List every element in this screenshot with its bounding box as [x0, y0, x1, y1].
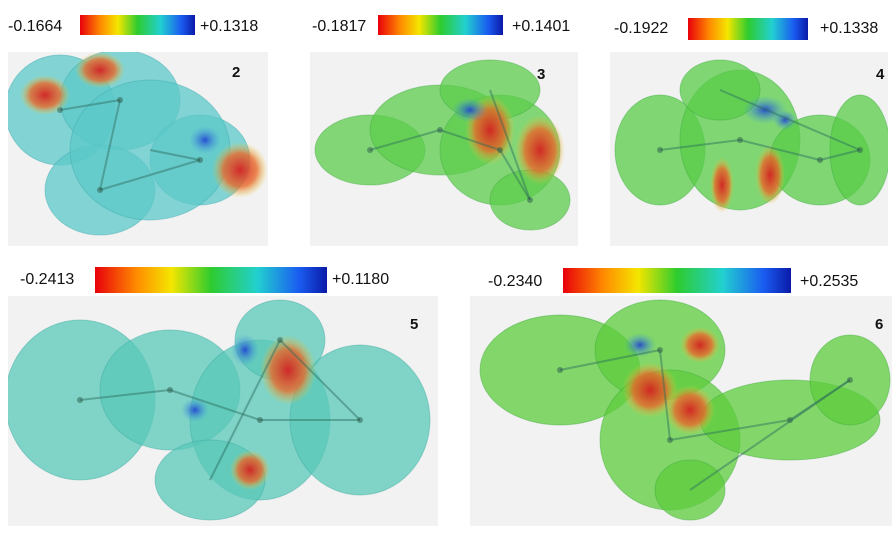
negative-region [212, 142, 268, 198]
negative-region [230, 450, 270, 490]
max-value: +0.1401 [512, 18, 570, 35]
max-value: +0.1318 [200, 18, 258, 35]
atom [737, 137, 743, 143]
atom [527, 197, 533, 203]
panel-label: 6 [875, 316, 883, 333]
negative-region [75, 52, 125, 88]
atom [817, 157, 823, 163]
atom [657, 147, 663, 153]
atom [437, 127, 443, 133]
max-value: +0.1338 [820, 20, 878, 37]
atom [77, 397, 83, 403]
atom [557, 367, 563, 373]
atom [367, 147, 373, 153]
panel: -0.2413 +0.1180 5 [5, 267, 438, 526]
atom [117, 97, 123, 103]
atom [57, 107, 63, 113]
color-bar [378, 15, 503, 35]
atom [197, 157, 203, 163]
positive-region [773, 110, 797, 130]
atom [857, 147, 863, 153]
panel-label: 4 [876, 66, 885, 83]
color-bar [80, 15, 195, 35]
min-value: -0.2340 [488, 273, 542, 290]
negative-region [260, 335, 316, 405]
figure: -0.1664 +0.1318 2 -0.1817 +0.1401 3 -0.1922 +0.… [0, 0, 892, 529]
panel-label: 2 [232, 64, 240, 81]
min-value: -0.1922 [614, 20, 668, 37]
panel-label: 5 [410, 316, 418, 333]
panel: -0.1817 +0.1401 3 [310, 15, 578, 246]
positive-region [452, 98, 488, 122]
negative-region [515, 115, 565, 185]
min-value: -0.1664 [8, 18, 62, 35]
positive-region [231, 334, 259, 366]
atom [277, 337, 283, 343]
negative-region [710, 157, 734, 213]
atom [847, 377, 853, 383]
atom [667, 437, 673, 443]
negative-region [680, 327, 720, 363]
atom [167, 387, 173, 393]
atom [357, 417, 363, 423]
atom [657, 347, 663, 353]
color-bar [95, 267, 327, 293]
panel-label: 3 [537, 66, 545, 83]
panel: -0.1922 +0.1338 4 [610, 18, 890, 246]
color-bar [688, 18, 808, 40]
atom [97, 187, 103, 193]
atom [497, 147, 503, 153]
color-bar [563, 268, 791, 293]
positive-region [189, 126, 221, 154]
min-value: -0.1817 [312, 18, 366, 35]
atom [257, 417, 263, 423]
panel: -0.2340 +0.2535 6 [470, 268, 892, 526]
max-value: +0.1180 [332, 271, 389, 288]
panel: -0.1664 +0.1318 2 [5, 15, 268, 246]
max-value: +0.2535 [800, 273, 858, 290]
min-value: -0.2413 [20, 271, 74, 288]
negative-region [755, 145, 785, 205]
negative-region [665, 385, 715, 435]
